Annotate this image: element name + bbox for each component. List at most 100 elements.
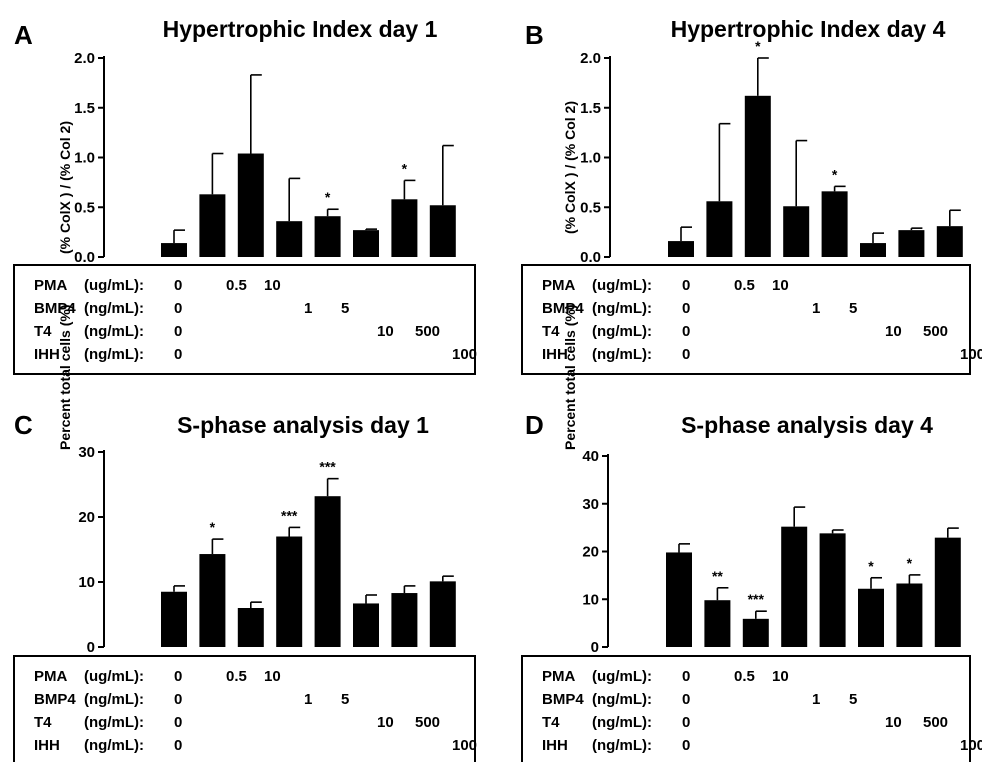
y-tick-label: 0.0 (74, 249, 95, 266)
bar (161, 243, 187, 257)
condition-unit: (ng/mL): (84, 737, 144, 754)
condition-level: 0 (174, 277, 182, 294)
y-axis-label: (% ColX ) / (% Col 2) (57, 121, 73, 254)
significance-label: * (325, 189, 331, 205)
condition-level: 500 (923, 714, 948, 731)
condition-unit: (ng/mL): (84, 714, 144, 731)
condition-agent: IHH (542, 737, 568, 754)
condition-level: 0 (682, 346, 690, 363)
condition-level: 0 (174, 300, 182, 317)
y-tick-label: 10 (78, 574, 95, 591)
bar (429, 205, 456, 257)
condition-unit: (ng/mL): (592, 323, 652, 340)
condition-level: 10 (264, 668, 281, 685)
condition-level: 10 (377, 323, 394, 340)
y-tick-label: 40 (582, 448, 599, 465)
condition-agent: PMA (34, 277, 68, 294)
condition-level: 10 (264, 277, 281, 294)
bar (744, 95, 771, 257)
condition-level: 0 (682, 691, 690, 708)
condition-agent: IHH (542, 346, 568, 363)
bar (898, 230, 925, 257)
condition-unit: (ng/mL): (84, 691, 144, 708)
condition-level: 10 (772, 277, 789, 294)
significance-label: *** (748, 591, 765, 607)
panel-c: C S-phase analysis day 1 Percent total cel… (13, 305, 477, 762)
condition-level: 1 (304, 691, 312, 708)
bar (276, 221, 303, 257)
condition-unit: (ng/mL): (592, 737, 652, 754)
y-tick-label: 1.5 (74, 100, 95, 117)
y-tick-label: 30 (582, 496, 599, 513)
condition-unit: (ng/mL): (592, 300, 652, 317)
bar (391, 593, 418, 647)
condition-level: 0 (174, 714, 182, 731)
y-tick-label: 20 (582, 544, 599, 561)
y-axis-label: (% ColX ) / (% Col 2) (562, 101, 578, 234)
y-tick-label: 1.5 (580, 100, 601, 117)
condition-level: 10 (885, 323, 902, 340)
significance-label: * (832, 166, 838, 182)
condition-level: 100 (960, 346, 982, 363)
condition-level: 500 (415, 323, 440, 340)
chart-title: S-phase analysis day 4 (681, 412, 933, 438)
condition-agent: T4 (34, 323, 52, 340)
condition-level: 0.5 (734, 277, 755, 294)
condition-agent: PMA (34, 668, 68, 685)
bar (896, 583, 923, 647)
condition-unit: (ng/mL): (592, 691, 652, 708)
bar (860, 243, 886, 257)
condition-level: 5 (341, 300, 349, 317)
y-tick-label: 30 (78, 444, 95, 461)
significance-label: ** (712, 568, 723, 584)
condition-unit: (ug/mL): (592, 668, 652, 685)
bar (161, 591, 187, 647)
y-tick-label: 20 (78, 509, 95, 526)
y-tick-label: 0.5 (580, 199, 601, 216)
condition-level: 0.5 (226, 668, 247, 685)
bar (934, 537, 961, 647)
condition-level: 10 (377, 714, 394, 731)
significance-label: * (907, 555, 913, 571)
significance-label: *** (281, 507, 298, 523)
bar (706, 201, 733, 257)
bar (819, 533, 846, 647)
panel-b: B Hypertrophic Index day 4 (% ColX ) / (% … (521, 16, 982, 375)
condition-level: 0 (682, 300, 690, 317)
bar (314, 216, 341, 257)
condition-agent: BMP4 (34, 691, 76, 708)
condition-unit: (ng/mL): (84, 300, 144, 317)
condition-level: 0 (174, 346, 182, 363)
significance-label: * (755, 38, 761, 54)
bar (199, 194, 226, 257)
condition-agent: BMP4 (542, 691, 584, 708)
y-tick-label: 2.0 (74, 50, 95, 67)
significance-label: * (402, 160, 408, 176)
condition-level: 0 (682, 668, 690, 685)
bar (666, 552, 692, 647)
condition-level: 0 (682, 714, 690, 731)
bar (276, 536, 303, 647)
condition-level: 100 (960, 737, 982, 754)
bar (391, 199, 418, 257)
y-tick-label: 0.0 (580, 249, 601, 266)
y-tick-label: 0 (591, 639, 599, 656)
bar (668, 241, 694, 257)
condition-table-box (521, 655, 971, 762)
bar (314, 496, 341, 647)
y-axis-label: Percent total cells (%) (562, 305, 578, 451)
condition-level: 500 (923, 323, 948, 340)
condition-level: 5 (849, 691, 857, 708)
condition-unit: (ng/mL): (84, 346, 144, 363)
condition-level: 0 (682, 323, 690, 340)
condition-table-box (13, 655, 476, 762)
condition-unit: (ug/mL): (84, 668, 144, 685)
y-tick-label: 2.0 (580, 50, 601, 67)
condition-level: 0 (174, 668, 182, 685)
significance-label: * (868, 558, 874, 574)
bar (783, 206, 810, 257)
condition-unit: (ng/mL): (592, 714, 652, 731)
condition-level: 10 (885, 714, 902, 731)
condition-unit: (ug/mL): (84, 277, 144, 294)
